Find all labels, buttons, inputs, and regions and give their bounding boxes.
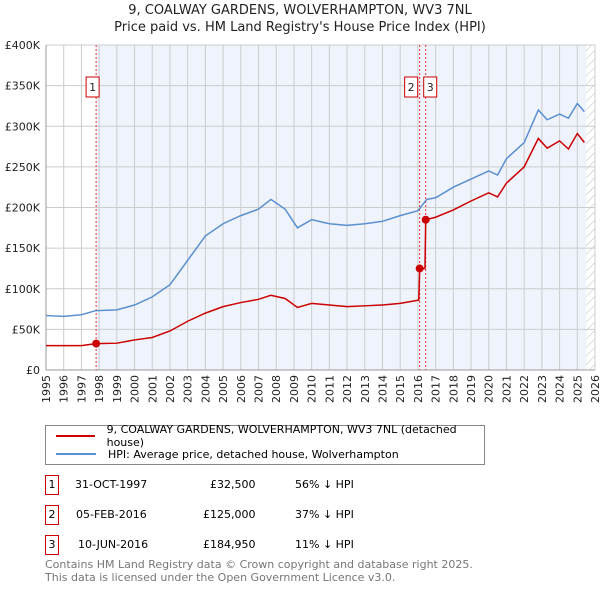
hpi-line	[45, 102, 585, 318]
x-tick-label: 2023	[536, 375, 549, 403]
y-tick-label: £250K	[5, 161, 41, 174]
transaction-row: 2 05-FEB-2016 £125,000 37% ↓ HPI	[45, 505, 445, 525]
x-tick-label: 2001	[146, 375, 159, 403]
x-tick-label: 2017	[430, 375, 443, 403]
x-tick-label: 2003	[182, 375, 195, 403]
marker-number: 2	[45, 505, 59, 525]
price: £125,000	[203, 508, 256, 521]
footer: Contains HM Land Registry data © Crown c…	[45, 558, 473, 584]
chart-title: 9, COALWAY GARDENS, WOLVERHAMPTON, WV3 7…	[128, 3, 472, 18]
sale-label-box	[85, 76, 100, 98]
x-tick-label: 2025	[571, 375, 584, 403]
x-tick-label: 2008	[270, 375, 283, 403]
legend-item-property: 9, COALWAY GARDENS, WOLVERHAMPTON, WV3 7…	[56, 423, 484, 449]
x-tick-label: 2016	[412, 375, 425, 403]
y-tick-label: £200K	[5, 202, 41, 215]
legend-label: 9, COALWAY GARDENS, WOLVERHAMPTON, WV3 7…	[106, 423, 457, 449]
sale-label: 3	[427, 81, 434, 94]
licence-text: This data is licensed under the Open Gov…	[45, 571, 396, 584]
date: 31-OCT-1997	[75, 478, 148, 491]
y-tick-label: £300K	[5, 120, 41, 133]
price: £184,950	[203, 538, 256, 551]
chart-subtitle: Price paid vs. HM Land Registry's House …	[114, 20, 486, 35]
x-tick-label: 2024	[554, 375, 567, 403]
x-tick-label: 2019	[465, 375, 478, 403]
marker-number: 3	[45, 535, 59, 555]
chart: 1995 1996 1997 1998 1999 2000 2001 2002 2003 2004…	[5, 39, 600, 403]
hpi-diff: 11% ↓ HPI	[295, 538, 354, 551]
x-tick-label: 2021	[500, 375, 513, 403]
legend-label: HPI: Average price, detached house, Wolv…	[108, 447, 399, 461]
x-tick-label: 2018	[447, 375, 460, 403]
x-tick-label: 2004	[199, 375, 212, 403]
x-tick-label: 2005	[217, 375, 230, 403]
sale-label-box	[423, 76, 438, 98]
x-tick-label: 2014	[376, 375, 389, 403]
x-tick-label: 2022	[518, 375, 531, 403]
sale-point	[92, 339, 101, 348]
x-tick-label: 2002	[164, 375, 177, 403]
x-tick-label: 2000	[129, 375, 142, 403]
x-tick-label: 2015	[394, 375, 407, 403]
sale-point	[415, 264, 424, 273]
transaction-row: 3 10-JUN-2016 £184,950 11% ↓ HPI	[45, 535, 445, 555]
y-tick-label: £150K	[5, 242, 41, 255]
transaction-row: 1 31-OCT-1997 £32,500 56% ↓ HPI	[45, 475, 445, 495]
x-tick-label: 1999	[111, 375, 124, 403]
y-tick-label: £100K	[5, 283, 41, 296]
copyright-text: Contains HM Land Registry data © Crown c…	[45, 558, 473, 571]
legend: 9, COALWAY GARDENS, WOLVERHAMPTON, WV3 7…	[45, 423, 485, 465]
price: £32,500	[210, 478, 256, 491]
x-tick-label: 2009	[288, 375, 301, 403]
x-tick-label: 2006	[235, 375, 248, 403]
sale-label-box	[404, 76, 419, 98]
y-tick-label: £0	[26, 364, 40, 377]
x-tick-label: 2020	[483, 375, 496, 403]
x-tick-label: 2012	[341, 375, 354, 403]
y-tick-label: £400K	[5, 39, 41, 52]
x-tick-label: 2007	[253, 375, 266, 403]
x-tick-label: 2013	[359, 375, 372, 403]
date: 05-FEB-2016	[76, 508, 147, 521]
sale-label: 2	[408, 81, 415, 94]
x-tick-label: 2011	[323, 375, 336, 403]
legend-item-hpi: HPI: Average price, detached house, Wolv…	[56, 446, 399, 462]
x-tick-label: 2010	[306, 375, 319, 403]
x-tick-label: 1998	[93, 375, 106, 403]
hpi-diff: 37% ↓ HPI	[295, 508, 354, 521]
sale-point	[421, 215, 430, 224]
marker-number: 1	[45, 475, 59, 495]
x-tick-label: 1995	[40, 375, 53, 403]
hpi-diff: 56% ↓ HPI	[295, 478, 354, 491]
price-paid-line	[46, 132, 585, 347]
y-tick-label: £350K	[5, 80, 41, 93]
date: 10-JUN-2016	[78, 538, 149, 551]
x-tick-label: 2026	[589, 375, 600, 403]
x-tick-label: 1996	[58, 375, 71, 403]
sale-label: 1	[89, 81, 96, 94]
x-tick-label: 1997	[75, 375, 88, 403]
y-tick-label: £50K	[12, 323, 41, 336]
